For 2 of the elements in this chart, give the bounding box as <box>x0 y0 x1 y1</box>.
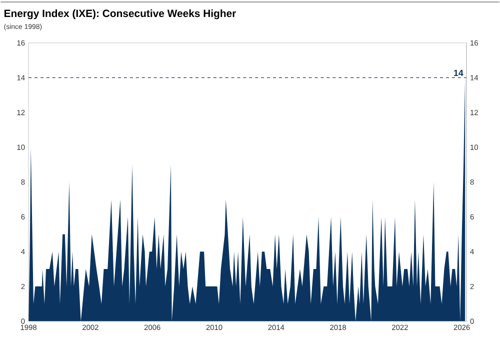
annotation: 14 <box>454 70 464 76</box>
chart-title: Energy Index (IXE): Consecutive Weeks Higher <box>4 9 236 20</box>
